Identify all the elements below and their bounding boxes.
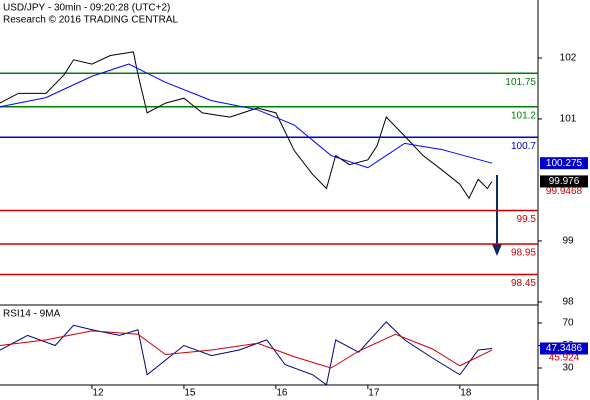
projection-arrow-head [492, 244, 502, 256]
x-tick-label: 18 [460, 388, 472, 399]
series-line [0, 330, 493, 369]
x-tick-label: 15 [184, 388, 196, 399]
x-tick-label: 12 [92, 388, 104, 399]
price-flag [540, 175, 588, 188]
price-flag [540, 157, 588, 170]
price-flag-label: 99.9468 [546, 186, 583, 197]
series-line [0, 321, 493, 386]
series-line [0, 51, 493, 200]
chart-title: USD/JPY - 30min - 09:20:28 (UTC+2) [3, 3, 170, 14]
y-tick-label: 70 [562, 318, 574, 329]
price-flag-label: 100.275 [546, 158, 583, 169]
price-flag-label: 99.976 [549, 176, 580, 187]
y-tick-label: 101 [560, 114, 577, 125]
price-flag [540, 342, 588, 355]
y-tick-label: 98 [562, 297, 574, 308]
level-label: 98.95 [511, 248, 536, 259]
rsi-title: RSI14 - 9MA [3, 309, 61, 320]
y-tick-label: 30 [562, 363, 574, 374]
y-tick-label: 102 [560, 53, 577, 64]
level-label: 101.2 [511, 110, 536, 121]
level-label: 101.75 [505, 77, 536, 88]
price-flag-label: 47.3486 [546, 343, 583, 354]
price-flag-label: 45.924 [549, 353, 580, 364]
series-line [0, 63, 493, 169]
x-tick-label: 17 [368, 388, 380, 399]
level-label: 100.7 [511, 141, 536, 152]
level-label: 98.45 [511, 278, 536, 289]
y-tick-label: 99 [562, 236, 574, 247]
level-label: 99.5 [517, 214, 537, 225]
chart-subtitle: Research © 2016 TRADING CENTRAL [3, 15, 178, 26]
x-tick-label: 16 [276, 388, 288, 399]
